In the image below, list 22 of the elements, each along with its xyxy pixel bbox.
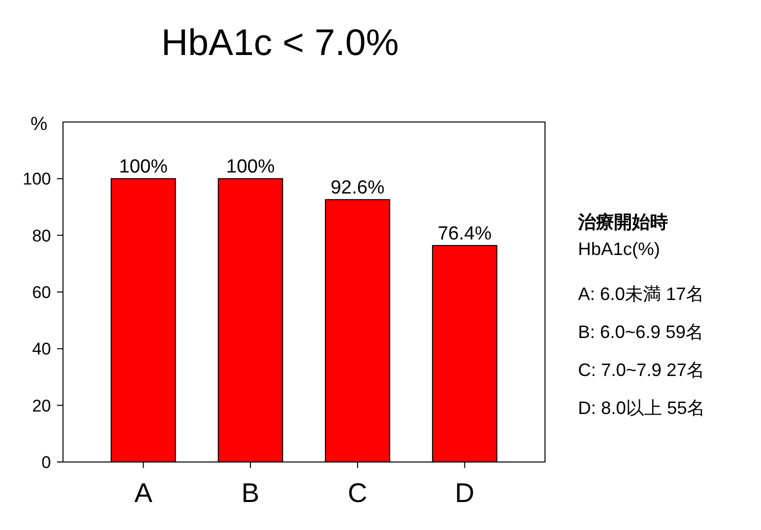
x-tick-label: A	[134, 478, 152, 508]
text: 治療開始時	[577, 212, 668, 232]
text: C: 7.0~7.9 27名	[578, 360, 705, 380]
y-tick-label: 100	[22, 170, 51, 189]
y-tick-label: 20	[32, 396, 51, 416]
data-label: 100%	[226, 156, 275, 178]
text: A: 6.0未満 17名	[578, 284, 704, 304]
text: HbA1c(%)	[578, 239, 660, 259]
y-axis-title: %	[30, 114, 48, 135]
y-tick-label: 80	[32, 226, 51, 246]
x-tick-label: B	[241, 478, 260, 508]
y-tick-label: 60	[32, 282, 51, 302]
text: D: 8.0以上 55名	[578, 398, 706, 418]
x-tick-label: C	[348, 478, 368, 508]
data-label: 76.4%	[438, 224, 492, 245]
x-tick-label: D	[454, 478, 474, 508]
data-label: 100%	[119, 156, 168, 178]
data-label: 92.6%	[330, 178, 385, 199]
y-tick-label: 0	[42, 452, 51, 472]
y-tick-label: 40	[32, 340, 51, 359]
chart-title: HbA1c < 7.0%	[161, 22, 399, 63]
text: B: 6.0~6.9 59名	[578, 322, 704, 342]
